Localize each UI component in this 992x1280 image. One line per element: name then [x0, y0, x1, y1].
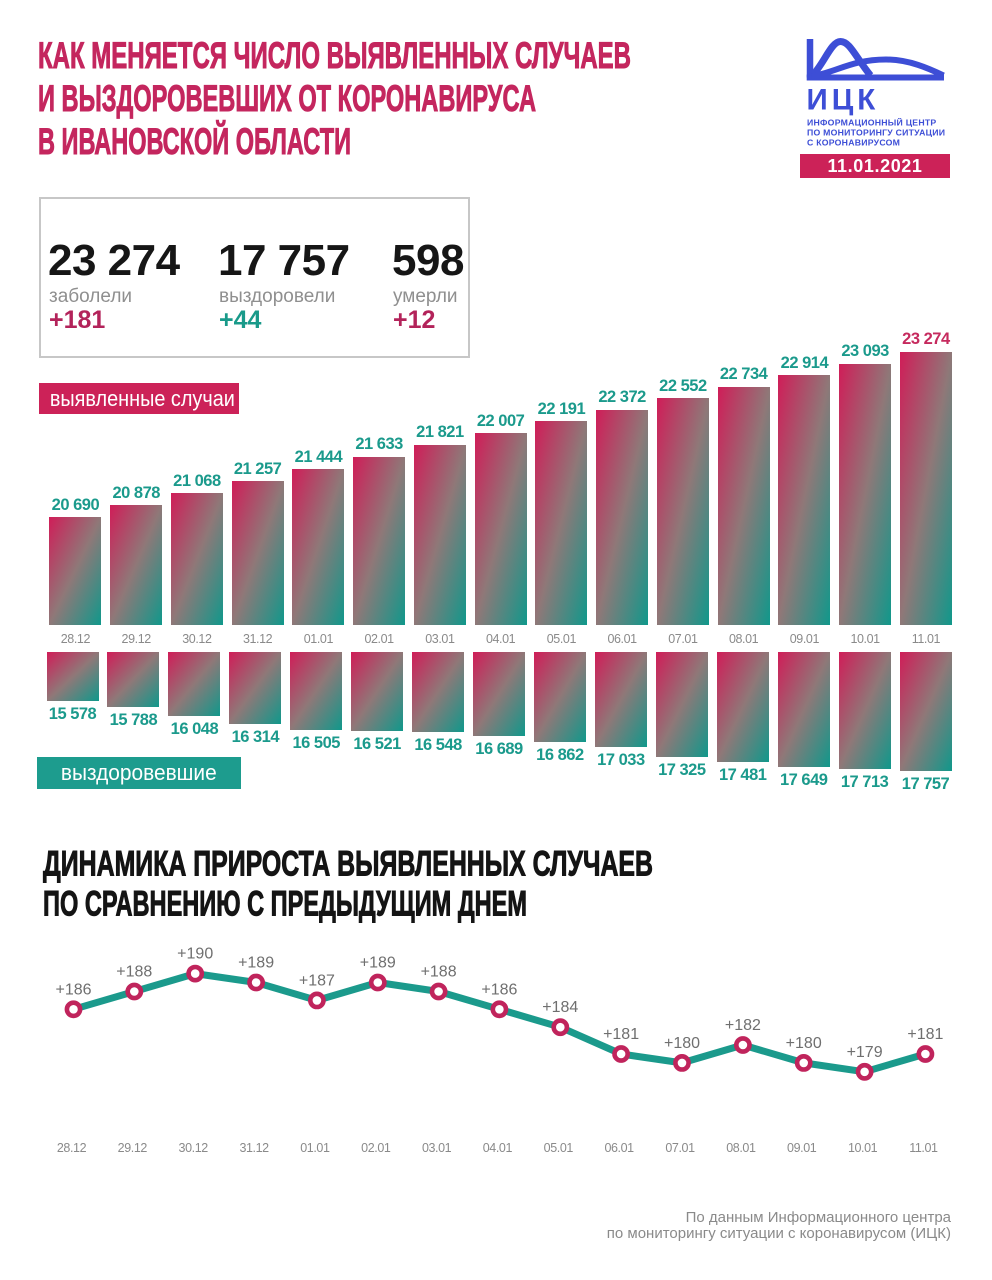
svg-text:+188: +188: [116, 964, 152, 981]
svg-text:В ИВАНОВСКОЙ ОБЛАСТИ: В ИВАНОВСКОЙ ОБЛАСТИ: [38, 120, 351, 162]
svg-text:+186: +186: [55, 981, 91, 998]
svg-text:КАК МЕНЯЕТСЯ ЧИСЛО ВЫЯВЛЕННЫХ: КАК МЕНЯЕТСЯ ЧИСЛО ВЫЯВЛЕННЫХ СЛУЧАЕВ: [38, 35, 631, 76]
svg-text:+182: +182: [725, 1017, 761, 1034]
svg-text:ПО МОНИТОРИНГУ СИТУАЦИИ: ПО МОНИТОРИНГУ СИТУАЦИИ: [807, 128, 945, 138]
svg-text:+181: +181: [603, 1026, 639, 1043]
svg-text:ДИНАМИКА ПРИРОСТА ВЫЯВЛЕННЫХ С: ДИНАМИКА ПРИРОСТА ВЫЯВЛЕННЫХ СЛУЧАЕВ: [43, 845, 653, 884]
svg-text:С КОРОНАВИРУСОМ: С КОРОНАВИРУСОМ: [807, 138, 900, 148]
svg-text:ИНФОРМАЦИОННЫЙ ЦЕНТР: ИНФОРМАЦИОННЫЙ ЦЕНТР: [807, 117, 936, 128]
svg-text:ПО СРАВНЕНИЮ С ПРЕДЫДУЩИМ ДНЕМ: ПО СРАВНЕНИЮ С ПРЕДЫДУЩИМ ДНЕМ: [43, 885, 527, 924]
svg-text:+190: +190: [177, 946, 213, 963]
svg-text:+188: +188: [421, 964, 457, 981]
svg-text:ИЦК: ИЦК: [807, 84, 880, 117]
svg-text:И ВЫЗДОРОВЕВШИХ ОТ КОРОНАВИРУС: И ВЫЗДОРОВЕВШИХ ОТ КОРОНАВИРУСА: [38, 78, 536, 119]
svg-text:+184: +184: [542, 999, 578, 1016]
svg-text:+180: +180: [786, 1035, 822, 1052]
svg-text:+186: +186: [481, 981, 517, 998]
svg-text:+189: +189: [238, 955, 274, 972]
svg-text:+187: +187: [299, 972, 335, 989]
svg-text:+179: +179: [847, 1044, 883, 1061]
svg-text:+180: +180: [664, 1035, 700, 1052]
svg-text:+181: +181: [907, 1026, 943, 1043]
svg-text:+189: +189: [360, 955, 396, 972]
